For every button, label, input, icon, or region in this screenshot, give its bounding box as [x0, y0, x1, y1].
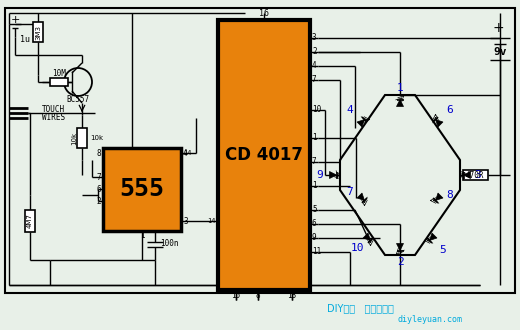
Text: 10k: 10k — [90, 135, 103, 141]
Text: 555: 555 — [120, 177, 164, 201]
Text: 10: 10 — [350, 243, 364, 253]
Text: 5: 5 — [312, 206, 317, 214]
Text: 4: 4 — [312, 61, 317, 71]
Text: 1: 1 — [140, 232, 145, 241]
Text: 9v: 9v — [493, 47, 507, 57]
Text: CD 4017: CD 4017 — [225, 146, 303, 164]
Text: 14: 14 — [207, 218, 216, 224]
Bar — [77, 128, 87, 148]
Text: 5: 5 — [439, 245, 446, 255]
Text: diyleyuan.com: diyleyuan.com — [397, 315, 462, 324]
Text: 470R: 470R — [466, 171, 484, 180]
Polygon shape — [357, 119, 365, 127]
Text: 1: 1 — [312, 134, 317, 143]
Bar — [218, 20, 310, 290]
Polygon shape — [363, 233, 370, 241]
Text: 13: 13 — [288, 290, 296, 300]
Text: 7: 7 — [96, 173, 101, 182]
Text: 8: 8 — [96, 148, 101, 157]
Text: 2: 2 — [397, 257, 404, 267]
Text: 7: 7 — [312, 157, 317, 167]
Text: 7: 7 — [312, 76, 317, 84]
Text: 15: 15 — [231, 290, 241, 300]
Bar — [33, 22, 43, 42]
Polygon shape — [463, 172, 471, 179]
Polygon shape — [397, 100, 404, 107]
Text: 4M7: 4M7 — [27, 214, 33, 228]
Polygon shape — [357, 193, 365, 200]
Text: 6: 6 — [96, 184, 101, 193]
Polygon shape — [330, 172, 336, 179]
Bar — [50, 78, 68, 86]
Text: 4: 4 — [347, 105, 354, 115]
Text: TOUCH: TOUCH — [42, 106, 65, 115]
Polygon shape — [397, 244, 404, 250]
Text: 3: 3 — [183, 216, 188, 225]
Text: 8: 8 — [256, 290, 261, 300]
Text: WIRES: WIRES — [42, 113, 65, 121]
Text: 10k: 10k — [71, 131, 77, 145]
Text: 9: 9 — [317, 170, 323, 180]
Text: +: + — [10, 15, 20, 25]
Polygon shape — [430, 233, 437, 241]
Text: 100n: 100n — [160, 240, 178, 248]
Text: 10M: 10M — [52, 69, 66, 78]
Text: 9: 9 — [312, 234, 317, 243]
Text: 3: 3 — [475, 170, 482, 180]
Text: +: + — [492, 21, 504, 35]
Text: DIY乐园   电子制作网: DIY乐园 电子制作网 — [327, 303, 394, 313]
Text: 2: 2 — [312, 48, 317, 56]
Text: 8: 8 — [447, 190, 453, 200]
Bar — [5, 8, 515, 293]
Text: 14: 14 — [183, 150, 191, 156]
Text: 1: 1 — [397, 83, 404, 93]
Text: 2: 2 — [96, 196, 101, 206]
Bar — [103, 148, 181, 231]
Text: 10: 10 — [312, 106, 321, 115]
Bar — [25, 210, 35, 232]
Text: 3: 3 — [312, 34, 317, 43]
Text: 3M3: 3M3 — [35, 24, 41, 40]
Bar — [463, 170, 488, 180]
Text: 7: 7 — [347, 187, 354, 197]
Polygon shape — [436, 119, 443, 127]
Text: 1u: 1u — [20, 36, 30, 45]
Text: 11: 11 — [312, 248, 321, 256]
Polygon shape — [436, 193, 443, 200]
Text: BC557: BC557 — [67, 95, 89, 105]
Text: 1: 1 — [312, 182, 317, 190]
Text: 4: 4 — [183, 148, 188, 157]
Text: 6: 6 — [447, 105, 453, 115]
Text: 16: 16 — [259, 9, 269, 18]
Text: 6: 6 — [312, 219, 317, 228]
